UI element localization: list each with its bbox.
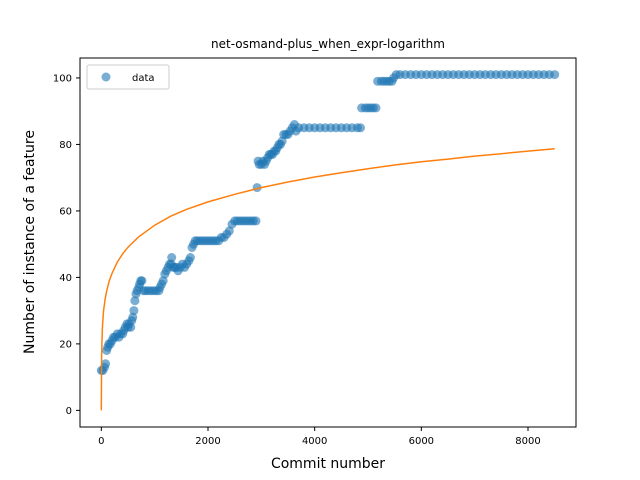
legend-label-data: data (132, 73, 155, 84)
y-tick-label: 20 (59, 339, 72, 350)
x-tick-label: 6000 (409, 436, 434, 447)
x-tick-label: 4000 (302, 436, 327, 447)
y-tick-label: 80 (59, 140, 72, 151)
data-point (128, 312, 138, 322)
y-tick-label: 40 (59, 273, 72, 284)
y-tick-label: 0 (66, 406, 72, 417)
data-point (101, 359, 111, 369)
data-point (129, 306, 139, 316)
data-point (251, 216, 261, 226)
data-point (550, 70, 560, 80)
x-axis: 0 2000 4000 6000 8000 (98, 427, 541, 447)
data-point (167, 253, 177, 262)
plot-frame (79, 57, 577, 428)
data-point (185, 253, 195, 262)
data-point (371, 103, 381, 113)
chart-title: net-osmand-plus_when_expr-logarithm (211, 37, 445, 51)
x-axis-label: Commit number (271, 456, 385, 472)
legend-box (86, 64, 170, 90)
y-tick-label: 100 (53, 73, 72, 84)
x-tick-label: 0 (98, 436, 104, 447)
y-axis: 0 20 40 60 80 100 (53, 73, 80, 417)
fit-line (100, 148, 555, 411)
x-tick-label: 8000 (515, 436, 540, 447)
legend-marker-data (101, 72, 111, 82)
data-point (356, 123, 365, 133)
data-point (126, 322, 136, 332)
x-tick-label: 2000 (195, 436, 220, 447)
y-axis-label: Number of instance of a feature (22, 130, 38, 354)
data-point (130, 296, 140, 306)
y-tick-label: 60 (59, 206, 72, 217)
data-point (137, 276, 147, 286)
legend: data (86, 64, 170, 90)
